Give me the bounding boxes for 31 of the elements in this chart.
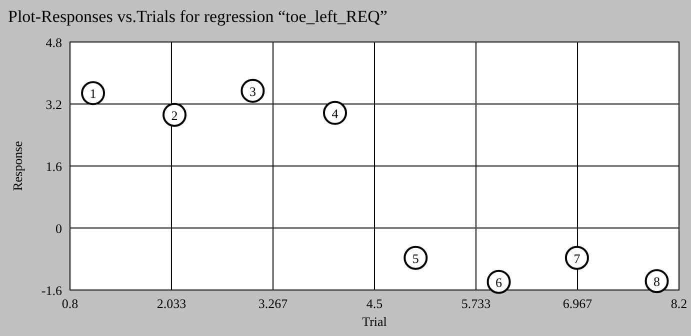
y-tick-label: 3.2 <box>46 97 62 112</box>
x-tick-label: 2.033 <box>156 296 186 311</box>
point <box>404 246 428 270</box>
point <box>486 270 511 294</box>
y-tick-label: 1.6 <box>46 159 62 174</box>
annotation: 2 <box>171 108 178 123</box>
x-tick-label: 8.2 <box>670 296 688 311</box>
annotation: 7 <box>574 250 581 266</box>
annotation: 8 <box>654 274 660 290</box>
y-tick-label: 4.8 <box>46 35 62 50</box>
y-tick-label: -1.6 <box>41 283 62 298</box>
point <box>81 81 106 106</box>
point <box>240 78 265 103</box>
x-tick-label: 3.267 <box>258 296 288 311</box>
y-axis-title: Response <box>10 140 25 191</box>
x-tick-label: 6.967 <box>562 296 593 311</box>
x-tick-label: 4.5 <box>366 296 383 311</box>
point <box>564 246 589 270</box>
y-tick-label: 0 <box>56 221 62 236</box>
point <box>644 269 669 294</box>
annotation: 1 <box>90 86 96 102</box>
chart-title: Plot-Responses vs.Trials for regression “toe_left_REQ” <box>8 7 388 26</box>
x-tick-label: 0.8 <box>62 296 78 311</box>
point <box>322 100 347 125</box>
annotation: 3 <box>249 84 256 99</box>
annotation: 4 <box>332 106 339 121</box>
annotation: 5 <box>412 250 419 266</box>
x-tick-label: 5.733 <box>461 296 491 311</box>
x-axis-title: Trial <box>362 314 388 329</box>
annotation: 6 <box>496 274 503 290</box>
point <box>162 102 187 127</box>
